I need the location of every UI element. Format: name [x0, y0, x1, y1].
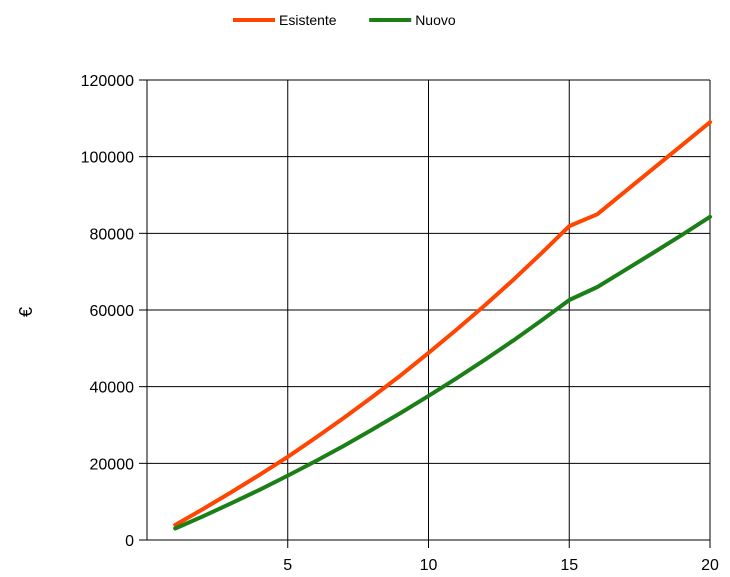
- x-tick-label: 5: [283, 557, 292, 574]
- series: [173, 120, 712, 531]
- tick-labels: 0 20000 40000 60000 80000 100000 120000 5 10 15 20: [81, 73, 719, 574]
- y-tick-label: 40000: [90, 380, 135, 397]
- series-line-esistente: [173, 120, 712, 527]
- y-tick-label: 60000: [90, 303, 135, 320]
- grid: [147, 79, 711, 540]
- x-tick-label: 15: [560, 557, 578, 574]
- y-tick-label: 100000: [81, 150, 134, 167]
- legend-label-nuovo: Nuovo: [415, 12, 456, 28]
- legend: Esistente Nuovo: [233, 12, 456, 28]
- y-tick-label: 80000: [90, 226, 135, 243]
- series-line-nuovo: [173, 214, 712, 531]
- axes: [139, 79, 711, 548]
- y-axis-label: €: [16, 307, 36, 317]
- x-tick-label: 20: [701, 557, 719, 574]
- x-tick-label: 10: [420, 557, 438, 574]
- y-tick-label: 20000: [90, 456, 135, 473]
- legend-label-esistente: Esistente: [279, 12, 337, 28]
- y-tick-label: 0: [125, 533, 134, 550]
- y-tick-label: 120000: [81, 73, 134, 90]
